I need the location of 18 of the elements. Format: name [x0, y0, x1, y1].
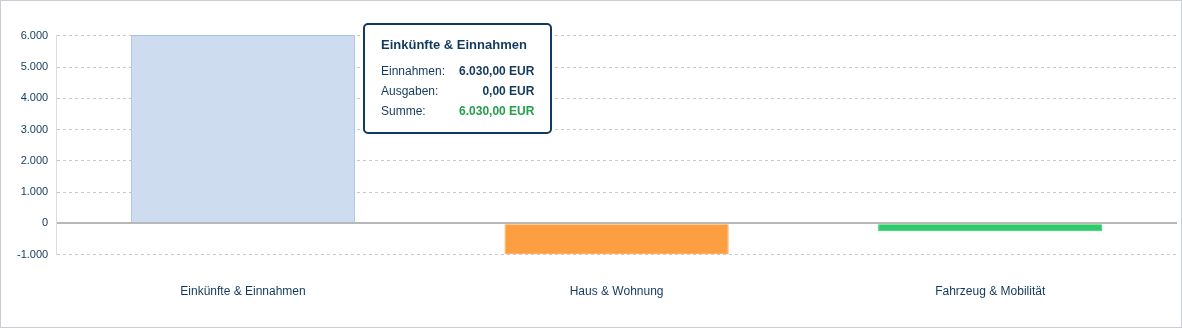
x-tick-label: Haus & Wohnung [569, 284, 664, 299]
y-tick-label: 3.000 [20, 122, 49, 135]
annotation: 6.030,00 EUR [459, 104, 535, 118]
annotation: Einkünfte & Einnahmen [381, 37, 528, 52]
y-tick-label: -1.000 [16, 247, 49, 260]
y-tick-label: 1.000 [20, 185, 49, 198]
y-tick-label: 0 [42, 216, 49, 229]
y-tick-label: 5.000 [20, 60, 49, 73]
y-tick-label: 2.000 [20, 153, 49, 166]
x-tick-label: Fahrzeug & Mobilität [935, 284, 1046, 299]
x-tick-label: Einkünfte & Einnahmen [180, 284, 306, 299]
annotation: 6.030,00 EUR [459, 64, 535, 78]
y-tick-label: 4.000 [20, 91, 49, 104]
annotation: Ausgaben: [381, 84, 440, 98]
annotation: 0,00 EUR [481, 84, 535, 98]
annotation: Summe: [381, 104, 427, 118]
annotation: Einnahmen: [381, 64, 446, 78]
y-tick-label: 6.000 [20, 28, 49, 41]
